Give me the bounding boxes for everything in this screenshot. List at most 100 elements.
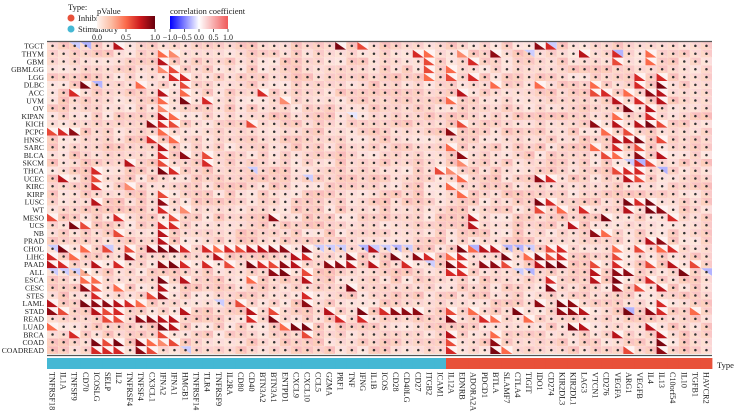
heatmap-cell-correlation [423,65,435,74]
heatmap-cell-pvalue [202,65,214,74]
heatmap-cell-pvalue [135,159,147,167]
heatmap-cell-pvalue [257,221,269,230]
heatmap-cell-correlation [534,81,546,89]
heatmap-cell-pvalue [180,205,192,214]
heatmap-cell-pvalue [202,174,214,183]
heatmap-cell-pvalue [157,120,169,128]
heatmap-cell-correlation [102,151,114,159]
significance-dot [239,44,243,48]
heatmap-cell-correlation [357,166,369,175]
heatmap-cell-correlation [545,237,557,245]
heatmap-cell-pvalue [313,229,325,237]
heatmap-cell-correlation [124,244,136,253]
heatmap-cell-correlation [479,260,491,269]
heatmap-cell-correlation [301,252,313,261]
heatmap-cell-correlation [468,49,480,58]
heatmap-cell-correlation [645,127,657,136]
heatmap-cell-correlation [623,205,635,214]
heatmap-cell-pvalue [612,260,624,269]
heatmap-cell-pvalue [301,244,313,253]
heatmap-cell-correlation [213,190,225,198]
heatmap-cell-correlation [301,143,313,152]
heatmap-cell-correlation [213,276,225,284]
heatmap-cell-pvalue [346,221,358,230]
heatmap-cell-correlation [124,81,136,89]
heatmap-cell-correlation [91,205,103,214]
heatmap-cell-pvalue [368,244,380,253]
significance-dot [328,44,331,48]
heatmap-cell-correlation [545,96,557,105]
heatmap-cell-correlation [268,283,280,292]
heatmap-cell-correlation [689,260,701,269]
heatmap-cell-correlation [268,65,280,74]
heatmap-cell-pvalue [69,159,81,167]
heatmap-cell-pvalue [346,127,358,136]
heatmap-cell-correlation [623,190,635,198]
heatmap-cell-correlation [335,49,347,58]
heatmap-cell-correlation [523,42,535,50]
heatmap-cell-pvalue [301,252,313,261]
heatmap-cell-pvalue [457,237,469,245]
heatmap-cell-correlation [357,151,369,159]
heatmap-cell-pvalue [58,268,70,276]
heatmap-cell-pvalue [279,151,291,159]
significance-dot [84,60,88,63]
heatmap-cell-correlation [301,190,313,198]
heatmap-cell-correlation [102,166,114,175]
heatmap-cell-pvalue [623,237,635,245]
heatmap-cell-correlation [512,49,524,58]
heatmap-cell-pvalue [412,190,424,198]
heatmap-cell-correlation [47,283,59,292]
heatmap-cell-pvalue [157,283,169,292]
significance-dot [483,60,487,63]
significance-dot [472,44,475,48]
heatmap-cell-pvalue [202,268,214,276]
heatmap-cell-correlation [512,57,524,66]
heatmap-cell-correlation [180,283,192,292]
heatmap-cell-correlation [124,283,136,292]
heatmap-cell-correlation [579,182,591,191]
heatmap-cell-correlation [434,159,446,167]
heatmap-cell-pvalue [102,182,114,191]
heatmap-cell-correlation [58,65,70,74]
legend: Type: Inhibitory Stimulaotry pValue 0.00… [67,2,246,42]
heatmap-cell-correlation [490,151,502,159]
heatmap-cell-correlation [468,159,480,167]
heatmap-cell-correlation [434,49,446,58]
heatmap-cell-correlation [224,42,236,50]
significance-dot [206,52,209,55]
significance-dot [638,44,642,48]
heatmap-cell-correlation [357,65,369,74]
significance-dot [139,44,143,48]
heatmap-cell-correlation [301,283,313,292]
heatmap-cell-pvalue [290,88,302,97]
heatmap-cell-correlation [235,205,247,214]
heatmap-cell-pvalue [58,143,70,152]
heatmap-cell-pvalue [113,182,125,191]
heatmap-cell-correlation [301,96,313,105]
heatmap-cell-pvalue [257,88,269,97]
heatmap-cell-pvalue [146,182,158,191]
significance-dot [550,52,553,55]
corr-tick-label: 1.0 [223,33,233,42]
heatmap-cell-pvalue [601,120,613,128]
heatmap-cell-pvalue [556,221,568,230]
heatmap-cell-correlation [335,42,347,50]
heatmap-cell-pvalue [634,283,646,292]
heatmap-cell-correlation [335,73,347,81]
heatmap-cell-correlation [446,96,458,105]
heatmap-cell-pvalue [58,174,70,183]
heatmap-cell-pvalue [91,174,103,183]
heatmap-cell-correlation [678,244,690,253]
heatmap-cell-correlation [290,151,302,159]
heatmap-cell-correlation [556,260,568,269]
heatmap-cell-correlation [401,57,413,66]
significance-dot [350,60,354,63]
heatmap-cell-pvalue [390,159,402,167]
heatmap-cell-pvalue [457,182,469,191]
heatmap-cell-correlation [468,81,480,89]
heatmap-cell-correlation [678,237,690,245]
significance-dot [117,52,121,55]
heatmap-cell-pvalue [468,73,480,81]
